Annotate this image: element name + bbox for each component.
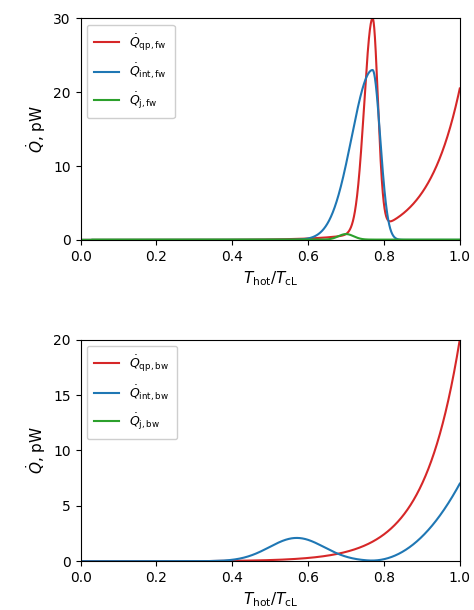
$\dot{Q}_{\mathrm{qp,fw}}$ — [370, 15, 375, 22]
$\dot{Q}_{\mathrm{int,bw}}$ — [146, 558, 152, 565]
$\dot{Q}_{\mathrm{qp,fw}}$ — [146, 236, 152, 243]
$\dot{Q}_{\mathrm{qp,fw}}$ — [324, 234, 330, 241]
Line: $\dot{Q}_{\mathrm{j,fw}}$: $\dot{Q}_{\mathrm{j,fw}}$ — [81, 234, 460, 240]
$\dot{Q}_{\mathrm{int,fw}}$ — [370, 66, 375, 74]
$\dot{Q}_{\mathrm{int,fw}}$ — [361, 82, 366, 89]
Legend: $\dot{Q}_{\mathrm{qp,fw}}$, $\dot{Q}_{\mathrm{int,fw}}$, $\dot{Q}_{\mathrm{j,fw}: $\dot{Q}_{\mathrm{qp,fw}}$, $\dot{Q}_{\m… — [87, 24, 174, 118]
$\dot{Q}_{\mathrm{qp,fw}}$ — [223, 236, 228, 243]
$\dot{Q}_{\mathrm{qp,bw}}$ — [390, 523, 395, 531]
$\dot{Q}_{\mathrm{j,bw}}$ — [223, 558, 228, 565]
$\dot{Q}_{\mathrm{int,fw}}$ — [78, 236, 83, 243]
$\dot{Q}_{\mathrm{int,fw}}$ — [305, 235, 311, 242]
$\dot{Q}_{\mathrm{qp,bw}}$ — [324, 552, 330, 559]
$\dot{Q}_{\mathrm{int,bw}}$ — [390, 553, 395, 561]
Line: $\dot{Q}_{\mathrm{qp,fw}}$: $\dot{Q}_{\mathrm{qp,fw}}$ — [81, 18, 460, 240]
$\dot{Q}_{\mathrm{qp,fw}}$ — [457, 85, 463, 92]
$\dot{Q}_{\mathrm{j,bw}}$ — [78, 558, 83, 565]
$\dot{Q}_{\mathrm{int,bw}}$ — [361, 556, 366, 564]
$\dot{Q}_{\mathrm{int,bw}}$ — [78, 558, 83, 565]
$\dot{Q}_{\mathrm{j,bw}}$ — [324, 558, 330, 565]
$\dot{Q}_{\mathrm{int,bw}}$ — [324, 545, 330, 553]
$\dot{Q}_{\mathrm{qp,fw}}$ — [305, 235, 311, 242]
$\dot{Q}_{\mathrm{qp,fw}}$ — [361, 111, 366, 118]
$\dot{Q}_{\mathrm{j,bw}}$ — [361, 558, 366, 565]
$\dot{Q}_{\mathrm{j,fw}}$ — [324, 235, 330, 243]
$\dot{Q}_{\mathrm{j,fw}}$ — [361, 235, 366, 243]
$\dot{Q}_{\mathrm{j,fw}}$ — [146, 236, 152, 243]
$\dot{Q}_{\mathrm{int,fw}}$ — [324, 220, 330, 228]
$\dot{Q}_{\mathrm{j,fw}}$ — [390, 236, 395, 243]
$\dot{Q}_{\mathrm{j,bw}}$ — [305, 558, 311, 565]
$\dot{Q}_{\mathrm{qp,fw}}$ — [390, 217, 395, 224]
$\dot{Q}_{\mathrm{int,fw}}$ — [457, 236, 463, 243]
$\dot{Q}_{\mathrm{qp,bw}}$ — [146, 558, 152, 565]
$\dot{Q}_{\mathrm{qp,bw}}$ — [78, 558, 83, 565]
X-axis label: $T_\mathrm{hot}/T_\mathrm{cL}$: $T_\mathrm{hot}/T_\mathrm{cL}$ — [243, 269, 298, 288]
Legend: $\dot{Q}_{\mathrm{qp,bw}}$, $\dot{Q}_{\mathrm{int,bw}}$, $\dot{Q}_{\mathrm{j,bw}: $\dot{Q}_{\mathrm{qp,bw}}$, $\dot{Q}_{\m… — [87, 346, 177, 439]
$\dot{Q}_{\mathrm{j,fw}}$ — [223, 236, 228, 243]
$\dot{Q}_{\mathrm{int,fw}}$ — [223, 236, 228, 243]
$\dot{Q}_{\mathrm{int,fw}}$ — [390, 231, 395, 238]
$\dot{Q}_{\mathrm{qp,bw}}$ — [361, 542, 366, 550]
X-axis label: $T_\mathrm{hot}/T_\mathrm{cL}$: $T_\mathrm{hot}/T_\mathrm{cL}$ — [243, 590, 298, 609]
$\dot{Q}_{\mathrm{int,bw}}$ — [223, 557, 228, 564]
$\dot{Q}_{\mathrm{j,fw}}$ — [305, 236, 311, 243]
$\dot{Q}_{\mathrm{j,fw}}$ — [78, 236, 83, 243]
$\dot{Q}_{\mathrm{j,bw}}$ — [146, 558, 152, 565]
$\dot{Q}_{\mathrm{int,bw}}$ — [305, 536, 311, 544]
Y-axis label: $\dot{Q}$, pW: $\dot{Q}$, pW — [24, 426, 48, 475]
$\dot{Q}_{\mathrm{j,fw}}$ — [343, 231, 349, 238]
$\dot{Q}_{\mathrm{j,bw}}$ — [457, 558, 463, 565]
$\dot{Q}_{\mathrm{int,fw}}$ — [146, 236, 152, 243]
$\dot{Q}_{\mathrm{qp,fw}}$ — [78, 236, 83, 243]
Y-axis label: $\dot{Q}$, pW: $\dot{Q}$, pW — [24, 105, 48, 153]
Line: $\dot{Q}_{\mathrm{int,bw}}$: $\dot{Q}_{\mathrm{int,bw}}$ — [81, 484, 460, 561]
$\dot{Q}_{\mathrm{qp,bw}}$ — [457, 336, 463, 343]
Line: $\dot{Q}_{\mathrm{int,fw}}$: $\dot{Q}_{\mathrm{int,fw}}$ — [81, 70, 460, 240]
$\dot{Q}_{\mathrm{qp,bw}}$ — [223, 557, 228, 564]
$\dot{Q}_{\mathrm{j,bw}}$ — [390, 558, 395, 565]
$\dot{Q}_{\mathrm{j,fw}}$ — [457, 236, 463, 243]
$\dot{Q}_{\mathrm{int,bw}}$ — [457, 480, 463, 487]
Line: $\dot{Q}_{\mathrm{qp,bw}}$: $\dot{Q}_{\mathrm{qp,bw}}$ — [81, 340, 460, 561]
$\dot{Q}_{\mathrm{qp,bw}}$ — [305, 554, 311, 562]
